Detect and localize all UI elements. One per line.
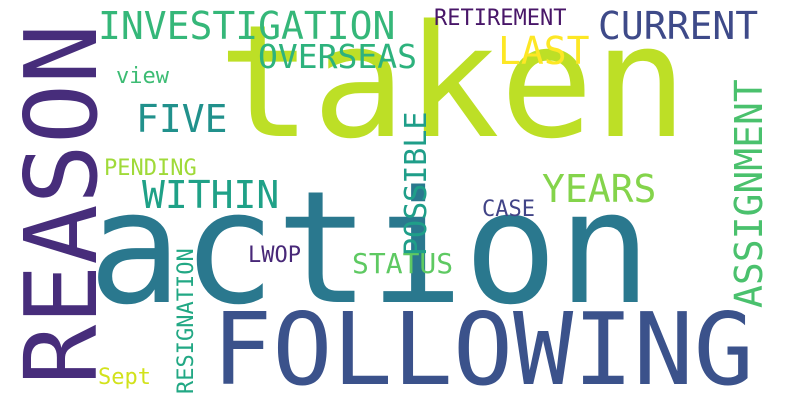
word-case: CASE <box>482 197 535 222</box>
word-status: STATUS <box>352 247 454 280</box>
word-resignation: RESIGNATION <box>174 248 199 394</box>
word-assignment: ASSIGNMENT <box>727 79 771 308</box>
word-investigation: INVESTIGATION <box>98 4 396 48</box>
word-view: view <box>116 64 169 89</box>
word-lwop: LWOP <box>248 243 301 268</box>
word-within: WITHIN <box>142 173 280 217</box>
word-current: CURRENT <box>598 4 759 48</box>
word-action: action <box>88 157 652 339</box>
word-taken: taken <box>218 0 688 173</box>
word-overseas: OVERSEAS <box>258 37 417 76</box>
word-following: FOLLOWING <box>212 291 754 405</box>
word-possible: POSSIBLE <box>399 111 434 257</box>
word-retirement: RETIREMENT <box>434 6 567 31</box>
word-years: YEARS <box>542 167 657 211</box>
word-reason: REASON <box>3 23 120 385</box>
word-five: FIVE <box>136 97 228 141</box>
word-pending: PENDING <box>104 156 197 181</box>
word-last: LAST <box>498 29 590 73</box>
word-sept: Sept <box>98 365 151 390</box>
